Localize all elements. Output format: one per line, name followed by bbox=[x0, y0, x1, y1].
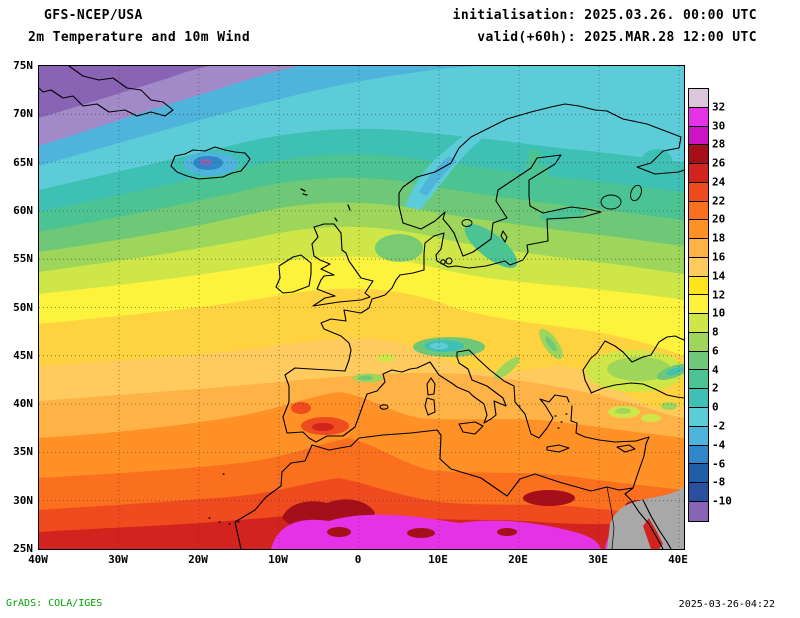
colorbar-cell bbox=[689, 201, 708, 221]
creation-timestamp: 2025-03-26-04:22 bbox=[678, 599, 775, 610]
colorbar-cell bbox=[689, 464, 708, 484]
colorbar-tick-label: 16 bbox=[712, 250, 726, 264]
colorbar-cell bbox=[689, 164, 708, 183]
colorbar-tick-label: 30 bbox=[712, 119, 726, 133]
colorbar-cell bbox=[689, 257, 708, 277]
colorbar-cell bbox=[689, 239, 708, 258]
colorbar-tick-label: -4 bbox=[712, 438, 726, 452]
colorbar-cell bbox=[689, 126, 708, 146]
lat-tick-label: 25N bbox=[13, 542, 33, 556]
lat-tick-label: 65N bbox=[13, 155, 33, 169]
colorbar-cell bbox=[689, 145, 708, 165]
colorbar-tick-label: -10 bbox=[712, 494, 732, 508]
colorbar-tick-label: 6 bbox=[712, 344, 719, 358]
colorbar-cell bbox=[689, 445, 708, 465]
lon-tick-label: 40W bbox=[28, 553, 48, 566]
colorbar-tick-label: 20 bbox=[712, 212, 726, 226]
colorbar-cell bbox=[689, 314, 708, 333]
lon-tick-label: 10E bbox=[428, 553, 448, 566]
colorbar-tick-label: 12 bbox=[712, 288, 726, 302]
colorbar-tick-label: -8 bbox=[712, 475, 726, 489]
colorbar-cell bbox=[689, 370, 708, 390]
colorbar-tick-label: -6 bbox=[712, 457, 726, 471]
lon-tick-label: 30W bbox=[108, 553, 128, 566]
colorbar-tick-label: 10 bbox=[712, 306, 726, 320]
colorbar-cell bbox=[689, 182, 708, 202]
product-title: 2m Temperature and 10m Wind bbox=[28, 30, 251, 45]
lon-tick-label: 20E bbox=[508, 553, 528, 566]
colorbar-tick-label: 26 bbox=[712, 156, 726, 170]
lat-tick-label: 35N bbox=[13, 445, 33, 459]
lon-tick-label: 10W bbox=[268, 553, 288, 566]
colorbar-tick-label: 4 bbox=[712, 363, 719, 377]
colorbar-cell bbox=[689, 351, 708, 371]
colorbar-cell bbox=[689, 501, 708, 521]
map-canvas bbox=[39, 66, 684, 549]
lon-tick-label: 30E bbox=[588, 553, 608, 566]
colorbar-tick-label: 24 bbox=[712, 175, 726, 189]
colorbar-cell bbox=[689, 426, 708, 446]
grid-lines bbox=[39, 66, 684, 549]
colorbar-cell bbox=[689, 107, 708, 127]
nodata-region bbox=[607, 486, 684, 549]
lat-tick-label: 60N bbox=[13, 204, 33, 218]
init-time: initialisation: 2025.03.26. 00:00 UTC bbox=[452, 8, 757, 23]
colorbar-cell bbox=[689, 276, 708, 296]
colorbar-tick-label: 2 bbox=[712, 381, 719, 395]
colorbar-cell bbox=[689, 295, 708, 315]
colorbar-tick-label: -2 bbox=[712, 419, 726, 433]
colorbar-tick-label: 18 bbox=[712, 231, 726, 245]
colorbar-cell bbox=[689, 408, 708, 427]
colorbar-cell bbox=[689, 332, 708, 352]
lon-tick-label: 0 bbox=[354, 553, 362, 566]
colorbar-tick-label: 22 bbox=[712, 194, 726, 208]
valid-time: valid(+60h): 2025.MAR.28 12:00 UTC bbox=[477, 30, 757, 45]
lat-tick-label: 70N bbox=[13, 107, 33, 121]
colorbar-tick-label: 28 bbox=[712, 137, 726, 151]
colorbar-tick-label: 8 bbox=[712, 325, 719, 339]
lat-tick-label: 40N bbox=[13, 397, 33, 411]
colorbar-cell bbox=[689, 220, 708, 240]
coastlines bbox=[39, 66, 684, 549]
colorbar-cell bbox=[689, 389, 708, 409]
map-frame bbox=[38, 65, 685, 550]
lon-tick-label: 40E bbox=[668, 553, 688, 566]
lat-tick-label: 50N bbox=[13, 300, 33, 314]
lat-tick-label: 30N bbox=[13, 493, 33, 507]
colorbar-tick-label: 14 bbox=[712, 269, 726, 283]
lon-tick-label: 20W bbox=[188, 553, 208, 566]
lat-tick-label: 55N bbox=[13, 252, 33, 266]
colorbar-cell bbox=[689, 89, 708, 108]
temperature-field bbox=[39, 66, 684, 549]
colorbar-cell bbox=[689, 483, 708, 502]
lat-tick-label: 45N bbox=[13, 348, 33, 362]
lat-tick-label: 75N bbox=[13, 59, 33, 73]
grads-credit: GrADS: COLA/IGES bbox=[6, 598, 103, 609]
model-title: GFS-NCEP/USA bbox=[44, 8, 143, 23]
colorbar-tick-label: 0 bbox=[712, 400, 719, 414]
colorbar-tick-label: 32 bbox=[712, 100, 726, 114]
colorbar bbox=[688, 88, 709, 522]
